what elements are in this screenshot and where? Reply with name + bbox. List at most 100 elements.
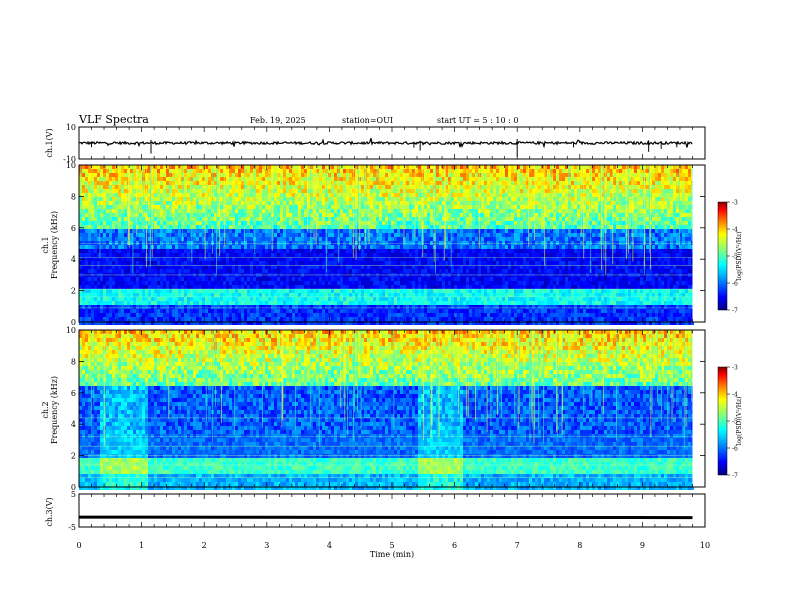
spectrogram-cell bbox=[250, 317, 253, 321]
spectrogram-cell bbox=[163, 233, 166, 237]
spectrogram-cell bbox=[139, 285, 142, 289]
spectrogram-cell bbox=[328, 221, 331, 225]
spectrogram-cell bbox=[259, 253, 262, 257]
spectrogram-cell bbox=[256, 265, 259, 269]
spectrogram-cell bbox=[283, 217, 286, 221]
spectrogram-cell bbox=[367, 177, 370, 181]
spectrogram-cell bbox=[373, 205, 376, 209]
spectrogram-cell bbox=[439, 261, 442, 265]
spectrogram-cell bbox=[136, 201, 139, 205]
spectrogram-cell bbox=[388, 173, 391, 177]
spectrogram-cell bbox=[328, 309, 331, 313]
spectrogram-cell bbox=[283, 233, 286, 237]
spectrogram-cell bbox=[415, 309, 418, 313]
spectrogram-cell bbox=[124, 309, 127, 313]
spectrogram-cell bbox=[370, 181, 373, 185]
spectrogram-cell bbox=[109, 185, 112, 189]
spectrogram-cell bbox=[277, 321, 280, 325]
spectrogram-cell bbox=[265, 185, 268, 189]
spectrogram-cell bbox=[103, 177, 106, 181]
spectrogram-cell bbox=[229, 209, 232, 213]
spectrogram-cell bbox=[424, 253, 427, 257]
spectrogram-cell bbox=[238, 169, 241, 173]
spectrogram-cell bbox=[280, 229, 283, 233]
spectrogram-cell bbox=[166, 217, 169, 221]
spectrogram-cell bbox=[262, 205, 265, 209]
spectrogram-cell bbox=[280, 213, 283, 217]
spectrogram-cell bbox=[124, 217, 127, 221]
spectrogram-cell bbox=[322, 209, 325, 213]
spectrogram-cell bbox=[376, 169, 379, 173]
spectrogram-cell bbox=[232, 265, 235, 269]
spectrogram-cell bbox=[406, 241, 409, 245]
spectrogram-cell bbox=[247, 261, 250, 265]
spectrogram-cell bbox=[436, 265, 439, 269]
spectrogram-cell bbox=[88, 169, 91, 173]
spectrogram-cell bbox=[136, 189, 139, 193]
spectrogram-cell bbox=[175, 245, 178, 249]
spectrogram-cell bbox=[220, 305, 223, 309]
spectrogram-cell bbox=[193, 233, 196, 237]
spectrogram-cell bbox=[217, 257, 220, 261]
spectrogram-cell bbox=[331, 269, 334, 273]
spectrogram-cell bbox=[217, 177, 220, 181]
spectrogram-cell bbox=[295, 317, 298, 321]
spectrogram-cell bbox=[283, 205, 286, 209]
spectrogram-cell bbox=[262, 233, 265, 237]
spectrogram-cell bbox=[157, 165, 160, 169]
spectrogram-cell bbox=[253, 289, 256, 293]
spectrogram-cell bbox=[232, 229, 235, 233]
spectrogram-cell bbox=[217, 197, 220, 201]
spectrogram-cell bbox=[193, 185, 196, 189]
spectrogram-cell bbox=[157, 173, 160, 177]
spectrogram-cell bbox=[406, 261, 409, 265]
spectrogram-cell bbox=[256, 301, 259, 305]
spectrogram-cell bbox=[175, 309, 178, 313]
spectrogram-cell bbox=[310, 205, 313, 209]
spectrogram-cell bbox=[265, 229, 268, 233]
spectrogram-cell bbox=[271, 289, 274, 293]
spectrogram-cell bbox=[88, 205, 91, 209]
spectrogram-cell bbox=[250, 193, 253, 197]
spectrogram-cell bbox=[178, 281, 181, 285]
spectrogram-cell bbox=[316, 265, 319, 269]
spectrogram-cell bbox=[367, 225, 370, 229]
spectrogram-cell bbox=[256, 165, 259, 169]
spectrogram-cell bbox=[97, 305, 100, 309]
spectrogram-cell bbox=[118, 229, 121, 233]
spectrogram-cell bbox=[103, 217, 106, 221]
spectrogram-cell bbox=[100, 173, 103, 177]
spectrogram-cell bbox=[148, 309, 151, 313]
spectrogram-cell bbox=[202, 285, 205, 289]
spectrogram-cell bbox=[202, 305, 205, 309]
spectrogram-cell bbox=[388, 217, 391, 221]
spectrogram-cell bbox=[232, 237, 235, 241]
spectrogram-cell bbox=[133, 197, 136, 201]
spectrogram-cell bbox=[184, 181, 187, 185]
spectrogram-cell bbox=[208, 253, 211, 257]
spectrogram-cell bbox=[214, 233, 217, 237]
spectrogram-cell bbox=[313, 281, 316, 285]
spectrogram-cell bbox=[172, 261, 175, 265]
spectrogram-cell bbox=[403, 185, 406, 189]
spectrogram-cell bbox=[379, 233, 382, 237]
spectrogram-cell bbox=[166, 197, 169, 201]
spectrogram-cell bbox=[358, 313, 361, 317]
spectrogram-cell bbox=[178, 245, 181, 249]
spectrogram-cell bbox=[118, 293, 121, 297]
spectrogram-cell bbox=[385, 317, 388, 321]
spectrogram-cell bbox=[79, 229, 82, 233]
spectrogram-cell bbox=[388, 317, 391, 321]
spectrogram-cell bbox=[154, 257, 157, 261]
spectrogram-cell bbox=[115, 265, 118, 269]
spectrogram-cell bbox=[130, 237, 133, 241]
spectrogram-cell bbox=[355, 305, 358, 309]
spectrogram-cell bbox=[265, 321, 268, 325]
spectrogram-cell bbox=[238, 185, 241, 189]
spectrogram-cell bbox=[91, 313, 94, 317]
spectrogram-cell bbox=[388, 245, 391, 249]
spectrogram-cell bbox=[229, 165, 232, 169]
spectrogram-cell bbox=[223, 277, 226, 281]
spectrogram-cell bbox=[193, 177, 196, 181]
spectrogram-cell bbox=[280, 205, 283, 209]
